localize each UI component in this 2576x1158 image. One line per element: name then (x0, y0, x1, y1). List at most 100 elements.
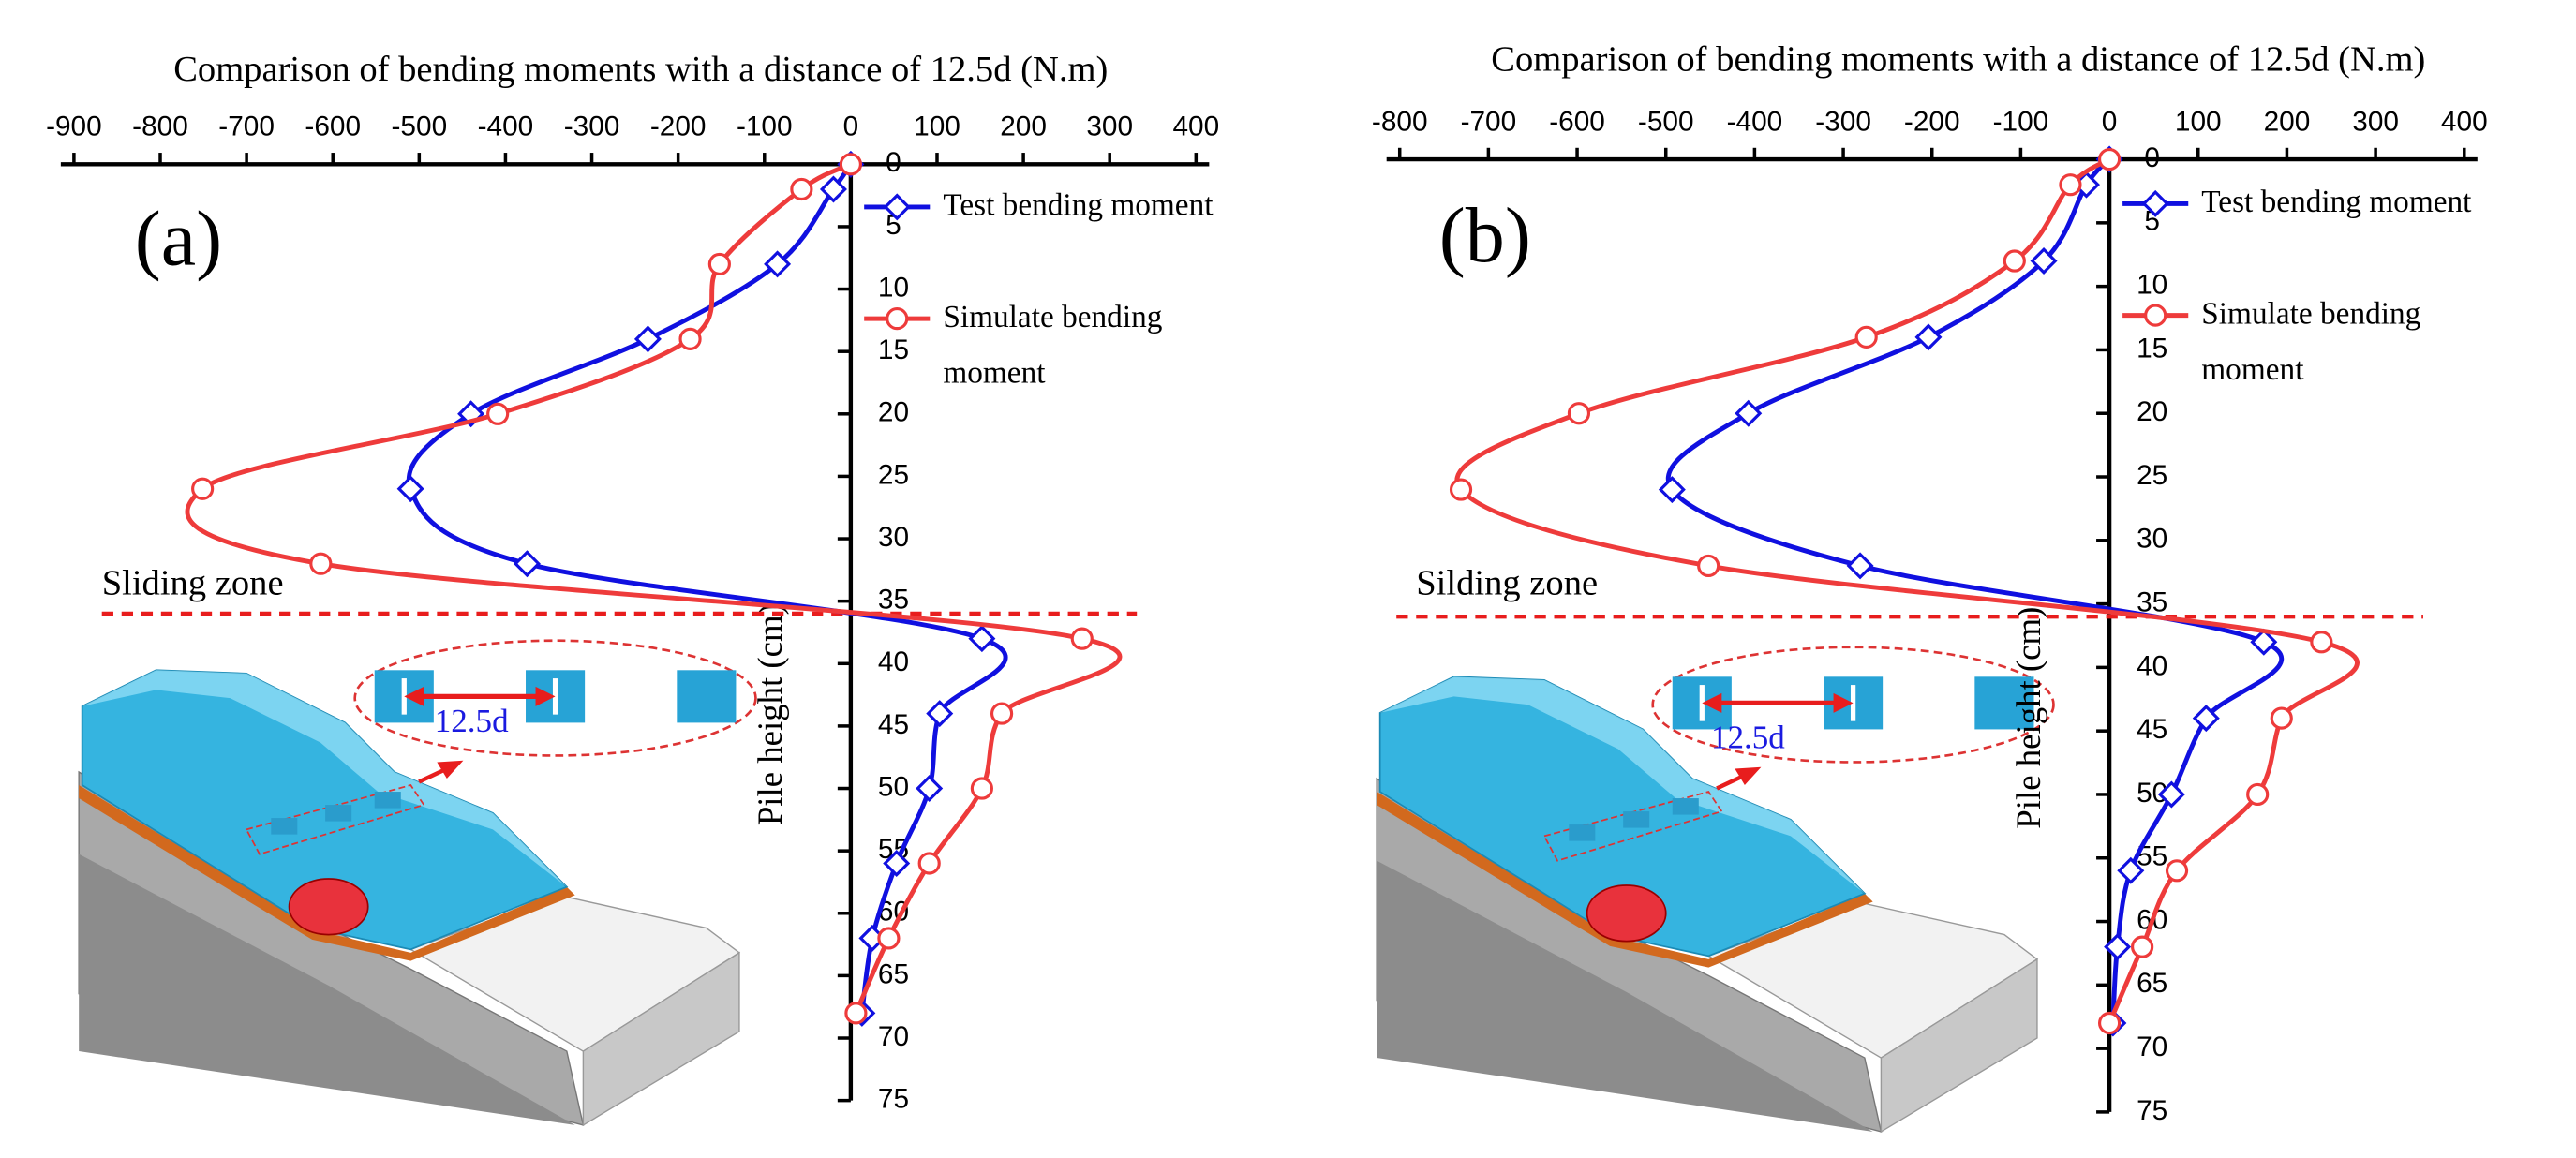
point-marker (1658, 476, 1686, 504)
legend-label: Test bending moment (2201, 186, 2472, 220)
x-tick-label: -500 (1638, 106, 1694, 137)
x-tick-label: -500 (392, 111, 448, 142)
point-marker (2270, 706, 2293, 730)
x-tick-label: -800 (1372, 106, 1428, 137)
y-tick-label: 20 (878, 397, 909, 428)
x-tick-label: 400 (1172, 111, 1219, 142)
y-axis-label: Pile height (cm) (751, 603, 789, 825)
x-tick-label: -400 (478, 111, 534, 142)
chart-title: Comparison of bending moments with a dis… (173, 50, 1108, 89)
x-tick-label: -800 (132, 111, 188, 142)
point-marker (1846, 552, 1874, 580)
y-tick-label: 15 (2137, 333, 2167, 364)
point-marker (2003, 249, 2026, 273)
point-marker (2030, 247, 2058, 275)
point-marker (2310, 631, 2333, 654)
x-tick-label: -700 (1461, 106, 1517, 137)
legend-entry: Test bending moment (2201, 186, 2472, 220)
point-marker (970, 777, 993, 800)
y-tick-label: 0 (886, 147, 901, 178)
legend-label: Test bending moment (943, 188, 1214, 224)
x-tick-label: -600 (305, 111, 361, 142)
x-tick-label: -200 (1904, 106, 1960, 137)
point-marker (1854, 325, 1878, 349)
spacing-label: 12.5d (1711, 720, 1785, 756)
point-marker (2250, 628, 2278, 656)
point-marker (2104, 933, 2132, 961)
zone-label: Silding zone (1416, 564, 1598, 603)
x-tick-label: 200 (1000, 111, 1047, 142)
zone-label: Sliding zone (102, 564, 284, 603)
y-tick-label: 10 (878, 272, 909, 303)
y-tick-label: 30 (878, 522, 909, 553)
x-tick-label: 100 (2175, 106, 2222, 137)
x-tick-label: -900 (46, 111, 102, 142)
x-tick-label: -700 (218, 111, 275, 142)
point-marker (309, 552, 333, 575)
y-tick-label: 0 (2144, 142, 2160, 173)
legend-marker (883, 193, 911, 221)
y-tick-label: 20 (2137, 396, 2167, 427)
point-marker (486, 402, 510, 425)
y-tick-label: 30 (2137, 524, 2167, 555)
point-marker (1567, 402, 1591, 425)
y-axis-label: Pile height (cm) (2009, 607, 2047, 829)
spacing-label: 12.5d (435, 703, 509, 739)
point-marker (2059, 173, 2082, 197)
y-tick-label: 25 (2137, 460, 2167, 491)
point-marker (2097, 1011, 2122, 1035)
y-tick-label: 15 (878, 334, 909, 365)
x-tick-label: -100 (1993, 106, 2049, 137)
legend-entry: Test bending moment (943, 188, 1214, 224)
y-tick-label: 45 (2137, 714, 2167, 745)
x-tick-label: -100 (737, 111, 793, 142)
slope-illustration (79, 641, 755, 1125)
y-tick-label: 40 (878, 646, 909, 677)
point-marker (2192, 705, 2220, 733)
y-tick-label: 75 (2137, 1095, 2167, 1126)
chart-title: Comparison of bending moments with a dis… (1491, 39, 2425, 79)
point-marker (1914, 323, 1943, 351)
y-tick-label: 65 (2137, 968, 2167, 999)
point-marker (1070, 627, 1094, 650)
point-marker (917, 852, 941, 875)
point-marker (513, 550, 541, 578)
y-tick-label: 70 (2137, 1032, 2167, 1062)
x-tick-label: -300 (1815, 106, 1871, 137)
point-marker (678, 327, 702, 350)
point-marker (191, 477, 215, 500)
x-tick-label: 300 (1086, 111, 1133, 142)
y-tick-label: 65 (878, 958, 909, 989)
point-marker (2165, 859, 2189, 883)
panel-label: (b) (1439, 192, 1531, 279)
point-marker (877, 927, 901, 950)
point-marker (990, 702, 1014, 725)
y-tick-label: 75 (878, 1084, 909, 1115)
y-tick-label: 10 (2137, 270, 2167, 301)
point-marker (764, 250, 792, 278)
x-tick-label: 100 (914, 111, 960, 142)
point-marker (839, 153, 862, 176)
point-marker (844, 1002, 868, 1025)
y-tick-label: 70 (878, 1021, 909, 1052)
y-tick-label: 45 (878, 709, 909, 740)
legend-entry: Simulate bending moment (2201, 297, 2420, 387)
point-marker (968, 625, 996, 653)
point-marker (396, 475, 424, 503)
x-tick-label: -600 (1549, 106, 1605, 137)
point-marker (2131, 935, 2154, 958)
series-line (406, 162, 1008, 1014)
point-marker (926, 700, 954, 728)
point-marker (916, 775, 944, 803)
y-tick-label: 50 (878, 771, 909, 802)
point-marker (1449, 478, 1473, 501)
x-tick-label: 400 (2441, 106, 2488, 137)
legend-marker (2144, 304, 2167, 327)
point-marker (1735, 399, 1763, 427)
legend-marker (2141, 189, 2169, 217)
legend-label: Simulate bending moment (943, 300, 1163, 392)
x-tick-label: -400 (1727, 106, 1783, 137)
x-tick-label: 200 (2264, 106, 2311, 137)
x-tick-label: -300 (564, 111, 620, 142)
